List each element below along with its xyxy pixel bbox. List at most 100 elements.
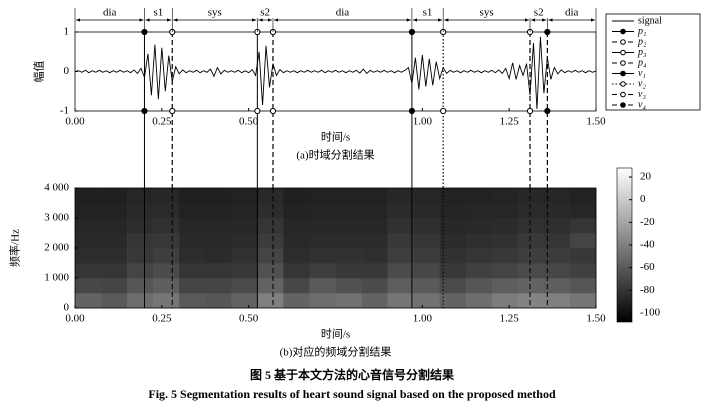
heatmap-cell: [517, 278, 545, 294]
heatmap-cell: [543, 278, 571, 294]
segment-label: s1: [153, 7, 163, 19]
heatmap-cell: [569, 233, 597, 249]
heatmap-cell: [361, 263, 388, 279]
heatmap-cell: [257, 263, 284, 279]
heatmap-cell: [335, 248, 362, 264]
colorbar-tick-label: -40: [640, 239, 655, 251]
heatmap-cell: [543, 218, 571, 234]
heatmap-cell: [413, 233, 440, 249]
heatmap-cell: [439, 278, 467, 294]
legend-marker: [620, 39, 626, 45]
segment-label: dia: [565, 7, 579, 19]
heatmap-cell: [153, 293, 180, 309]
segment-label-bg: [148, 8, 169, 18]
x-tick-label: 0.00: [65, 116, 85, 128]
segment-label: s1: [423, 7, 433, 19]
heatmap-cell: [465, 263, 493, 279]
heatmap-cell: [569, 203, 597, 219]
x-tick-label: 0.50: [239, 116, 259, 128]
x-tick-label: 1.25: [500, 313, 520, 325]
heatmap-cell: [75, 263, 102, 279]
signal-line: [74, 36, 597, 110]
heatmap-cell: [517, 188, 545, 204]
heatmap-cell: [465, 278, 493, 294]
heatmap-cell: [465, 248, 493, 264]
colorbar-tick-label: -20: [640, 216, 655, 228]
y-tick-label: 4 000: [44, 182, 69, 194]
heatmap-cell: [127, 203, 154, 219]
heatmap-cell: [387, 188, 414, 204]
heatmap-cell: [309, 188, 336, 204]
heatmap-cell: [283, 293, 310, 309]
heatmap-cell: [439, 218, 467, 234]
heatmap-cell: [465, 188, 493, 204]
heatmap-cell: [491, 218, 519, 234]
heatmap-cell: [335, 278, 362, 294]
heatmap-cell: [543, 293, 571, 309]
segment-label-bg: [255, 8, 276, 18]
heatmap-cell: [439, 263, 467, 279]
heatmap-cell: [361, 233, 388, 249]
y-axis-label: 幅值: [33, 61, 46, 83]
heatmap-cell: [179, 188, 206, 204]
heatmap-cell: [491, 263, 519, 279]
heatmap-cell: [75, 293, 102, 309]
heatmap-cell: [465, 233, 493, 249]
y-tick-label: 0: [64, 302, 70, 314]
x-tick-label: 1.00: [413, 116, 433, 128]
legend-label: v₁: [638, 68, 646, 79]
heatmap-cell: [491, 248, 519, 264]
heatmap-cell: [491, 233, 519, 249]
heatmap-cell: [179, 218, 206, 234]
heatmap-cell: [283, 188, 310, 204]
heatmap-cell: [335, 203, 362, 219]
legend-label: p₄: [637, 57, 647, 68]
heatmap-cell: [439, 203, 467, 219]
y-tick-label: 2 000: [44, 242, 69, 254]
heatmap-cell: [257, 188, 284, 204]
heatmap-cell: [231, 293, 258, 309]
y-tick-label: 1: [64, 26, 70, 38]
heatmap-cell: [75, 203, 102, 219]
heatmap-cell: [491, 203, 519, 219]
heatmap-cell: [153, 248, 180, 264]
heatmap-cell: [569, 263, 597, 279]
boundary-marker: [169, 107, 176, 115]
legend-label: signal: [638, 15, 662, 26]
heatmap-cell: [517, 293, 545, 309]
heatmap-cell: [231, 263, 258, 279]
heatmap-cell: [361, 218, 388, 234]
heatmap-cell: [101, 188, 128, 204]
heatmap-cell: [543, 233, 571, 249]
legend-marker: [620, 102, 626, 108]
heatmap-cell: [101, 263, 128, 279]
heatmap-cell: [569, 293, 597, 309]
heatmap-cell: [491, 293, 519, 309]
heatmap-cell: [309, 203, 336, 219]
heatmap-cell: [387, 248, 414, 264]
boundary-marker: [440, 107, 447, 115]
heatmap-cell: [205, 203, 232, 219]
segment-label: s2: [260, 7, 270, 19]
heatmap-cell: [127, 293, 154, 309]
heatmap-cell: [283, 263, 310, 279]
y-tick-label: -1: [60, 105, 69, 117]
legend-marker: [620, 91, 626, 98]
heatmap-cell: [387, 233, 414, 249]
boundary-marker: [141, 107, 148, 115]
segment-label-bg: [417, 8, 438, 18]
boundary-marker: [526, 107, 534, 115]
heatmap-cell: [413, 263, 440, 279]
heatmap-cell: [283, 248, 310, 264]
heatmap-cell: [205, 188, 232, 204]
heatmap-cell: [335, 233, 362, 249]
heatmap-cell: [101, 278, 128, 294]
heatmap-cell: [231, 248, 258, 264]
heatmap-cell: [179, 203, 206, 219]
segment-label-bg: [476, 8, 497, 18]
legend-label: p₃: [637, 47, 647, 58]
heatmap-cell: [413, 203, 440, 219]
heatmap-cell: [153, 263, 180, 279]
x-axis-label: 时间/s: [321, 131, 350, 144]
boundary-marker: [408, 107, 416, 115]
